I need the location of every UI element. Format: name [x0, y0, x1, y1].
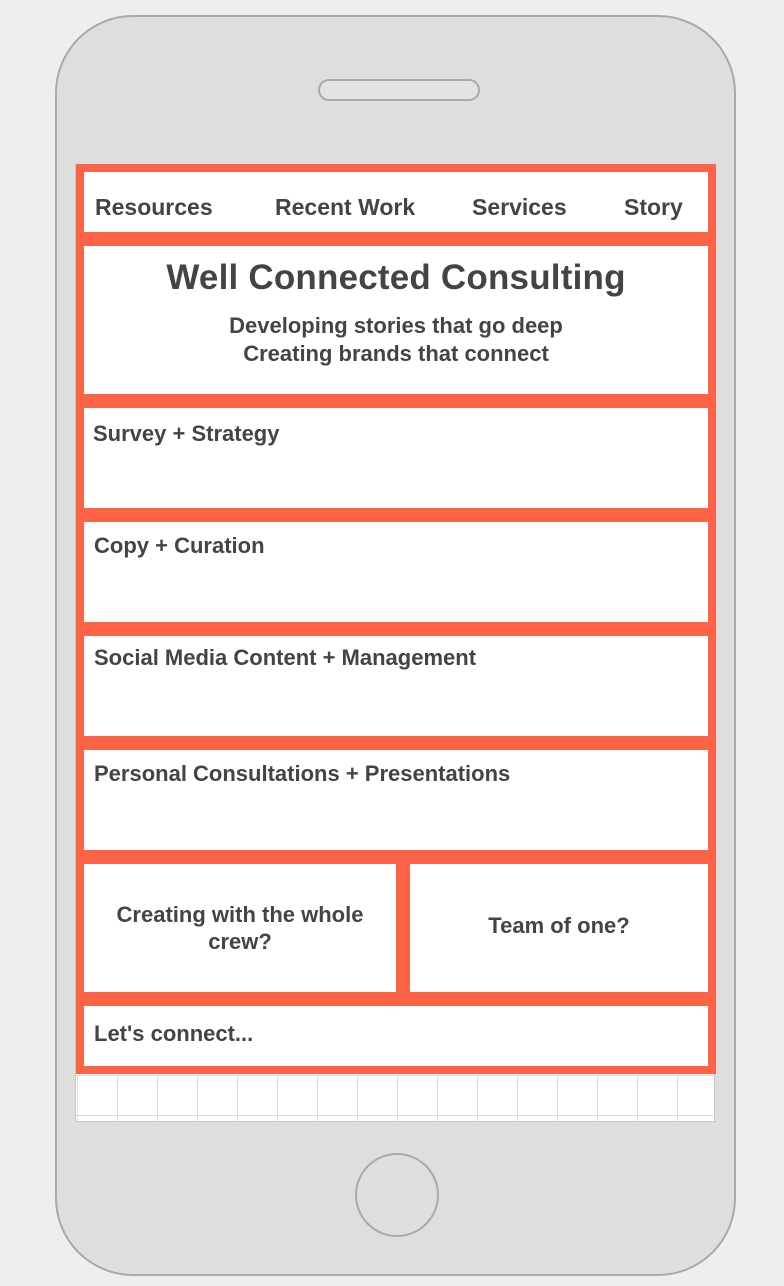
service-copy-curation[interactable]: Copy + Curation: [84, 522, 708, 622]
service-label: Social Media Content + Management: [94, 645, 477, 670]
service-survey-strategy[interactable]: Survey + Strategy: [84, 408, 708, 508]
connect-label: Let's connect...: [94, 1021, 254, 1046]
hero-section: Well Connected Consulting Developing sto…: [84, 246, 708, 394]
page-title: Well Connected Consulting: [166, 258, 626, 297]
hero-subtitle-line-1: Developing stories that go deep: [229, 313, 563, 338]
service-label: Copy + Curation: [94, 533, 265, 558]
phone-speaker: [318, 79, 480, 101]
hero-subtitle-line-2: Creating brands that connect: [243, 341, 549, 366]
nav-item-recent-work[interactable]: Recent Work: [275, 194, 416, 220]
nav-item-resources[interactable]: Resources: [95, 194, 213, 220]
nav-item-services[interactable]: Services: [472, 194, 567, 220]
service-label: Personal Consultations + Presentations: [94, 761, 511, 786]
service-social-media[interactable]: Social Media Content + Management: [84, 636, 708, 736]
team-of-one-option[interactable]: Team of one?: [410, 864, 708, 992]
grid-background: [76, 1075, 714, 1121]
team-of-one-label: Team of one?: [488, 912, 630, 938]
hero-subtitle: Developing stories that go deep Creating…: [84, 312, 708, 368]
service-label: Survey + Strategy: [93, 421, 280, 446]
whole-crew-option[interactable]: Creating with the whole crew?: [84, 864, 396, 992]
nav-item-story[interactable]: Story: [624, 194, 683, 220]
wireframe-layout: Resources Recent Work Services Story Wel…: [76, 164, 716, 1074]
whole-crew-label: Creating with the whole crew?: [116, 902, 364, 954]
service-personal-consultations[interactable]: Personal Consultations + Presentations: [84, 750, 708, 850]
connect-footer[interactable]: Let's connect...: [84, 1006, 708, 1066]
top-navigation: Resources Recent Work Services Story: [84, 172, 708, 232]
home-button[interactable]: [355, 1153, 439, 1237]
